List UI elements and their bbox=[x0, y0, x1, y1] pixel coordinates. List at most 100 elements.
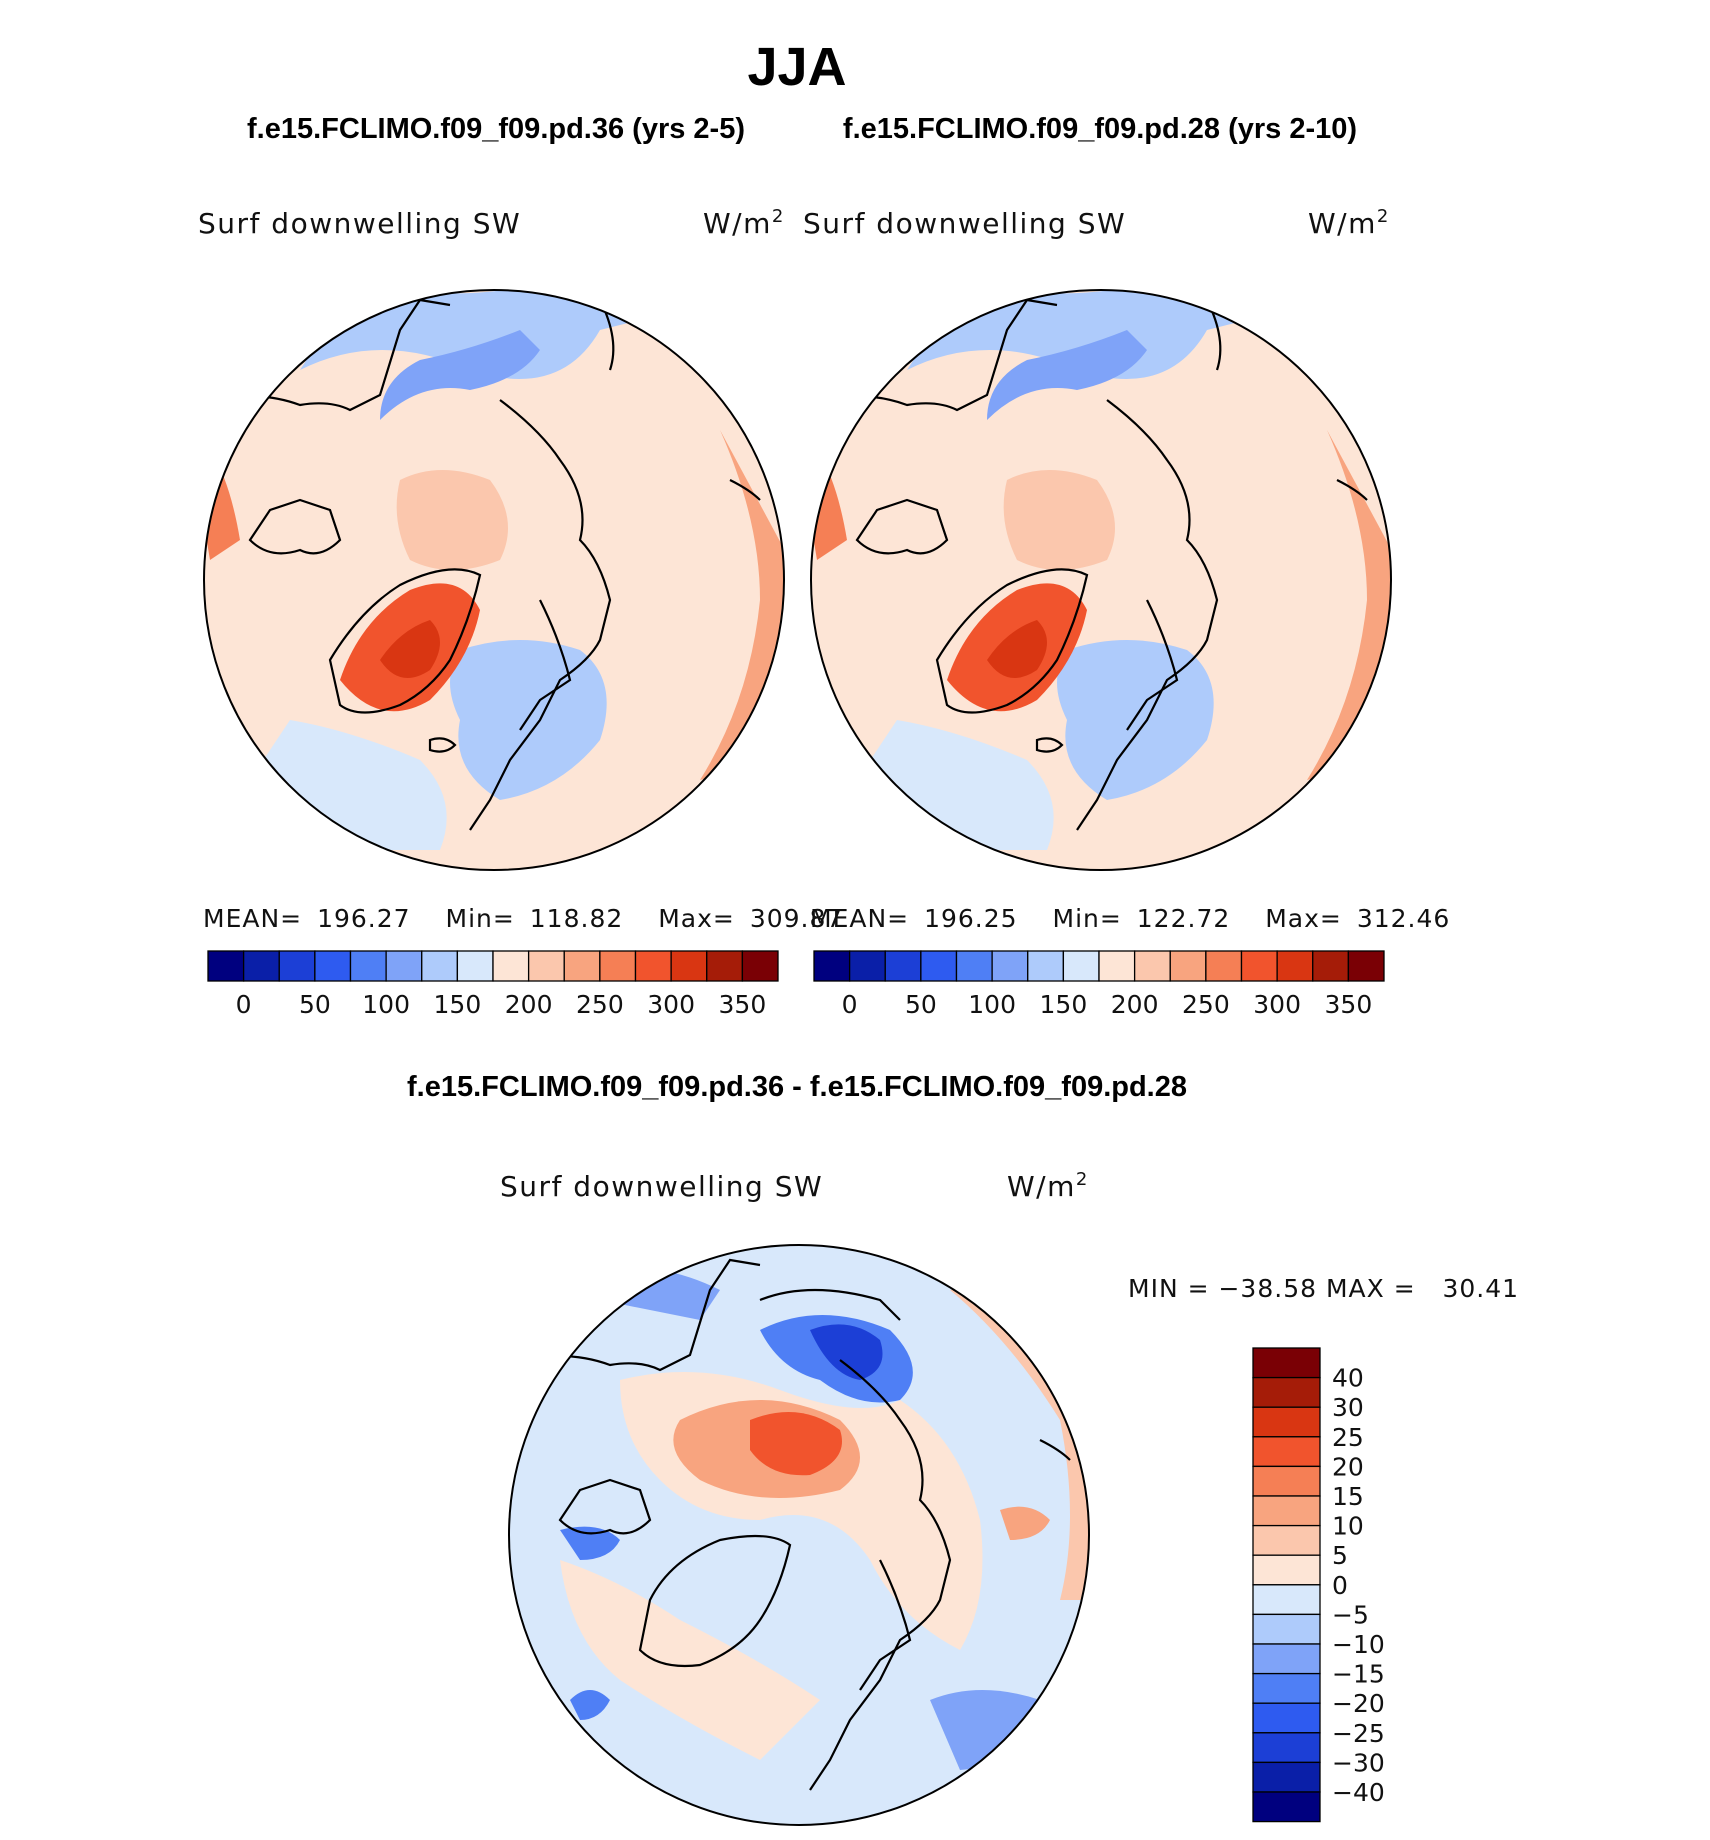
panel-a-colorbar-box-0 bbox=[207, 950, 245, 982]
panel-b-colorbar-box-7 bbox=[1062, 950, 1100, 982]
panel-a-colorbar-tick-label: 150 bbox=[434, 990, 482, 1019]
panel-b-mean-value: 196.25 bbox=[924, 904, 1017, 933]
panel-a-colorbar-box-13 bbox=[670, 950, 708, 982]
diff-field bbox=[560, 1260, 1089, 1770]
panel-b-map-background bbox=[811, 290, 1391, 870]
panel-b-colorbar-box-9 bbox=[1133, 950, 1171, 982]
diff-colorbar-box-8 bbox=[1252, 1584, 1321, 1616]
diff-minmax: MIN = −38.58 MAX = 30.41 bbox=[1128, 1274, 1519, 1303]
panel-a-map bbox=[203, 289, 785, 871]
panel-b-colorbar-box-8 bbox=[1098, 950, 1136, 982]
panel-b-colorbar-box-2 bbox=[884, 950, 922, 982]
panel-a-units-sup: 2 bbox=[772, 206, 785, 227]
diff-colorbar-box-4 bbox=[1252, 1465, 1321, 1497]
diff-colorbar-box-9 bbox=[1252, 1613, 1321, 1645]
panel-a-colorbar-tick-label: 250 bbox=[576, 990, 624, 1019]
diff-colorbar-tick-label: 40 bbox=[1332, 1364, 1364, 1393]
panel-a-map-background bbox=[204, 290, 784, 870]
diff-colorbar-tick-label: −30 bbox=[1332, 1748, 1385, 1777]
panel-b-variable: Surf downwelling SW bbox=[803, 207, 1126, 240]
panel-a-mean-value: 196.27 bbox=[317, 904, 410, 933]
panel-b-min-value: 122.72 bbox=[1137, 904, 1230, 933]
panel-a-colorbar-box-2 bbox=[278, 950, 316, 982]
panel-a-colorbar-box-8 bbox=[492, 950, 530, 982]
diff-colorbar-box-7 bbox=[1252, 1554, 1321, 1586]
panel-a-colorbar-box-14 bbox=[706, 950, 744, 982]
panel-b-colorbar-box-14 bbox=[1312, 950, 1350, 982]
panel-b-colorbar-box-11 bbox=[1205, 950, 1243, 982]
panel-a-units: W/m2 bbox=[703, 206, 785, 240]
diff-colorbar-tick-label: −20 bbox=[1332, 1689, 1385, 1718]
diff-colorbar-box-10 bbox=[1252, 1643, 1321, 1675]
panel-a-colorbar-tick-label: 350 bbox=[719, 990, 767, 1019]
diff-colorbar-tick-label: −5 bbox=[1332, 1600, 1369, 1629]
panel-a-max-label: Max= bbox=[658, 904, 735, 933]
panel-a-colorbar-tick-label: 50 bbox=[299, 990, 331, 1019]
panel-a-stats: MEAN= 196.27 Min= 118.82 Max= 309.87 bbox=[203, 904, 843, 933]
diff-units-base: W/m bbox=[1007, 1170, 1076, 1203]
panel-b-colorbar-tick-label: 0 bbox=[842, 990, 858, 1019]
diff-units: W/m2 bbox=[1007, 1169, 1089, 1203]
panel-a-variable: Surf downwelling SW bbox=[198, 207, 521, 240]
panel-b-colorbar-box-4 bbox=[955, 950, 993, 982]
panel-b-colorbar-tick-label: 250 bbox=[1182, 990, 1230, 1019]
diff-colorbar-box-2 bbox=[1252, 1406, 1321, 1438]
diff-title: f.e15.FCLIMO.f09_f09.pd.36 - f.e15.FCLIM… bbox=[407, 1071, 1187, 1103]
diff-colorbar-tick-label: 5 bbox=[1332, 1541, 1348, 1570]
panel-a-colorbar: 0 50 100 150 200 250 300 350 bbox=[207, 950, 779, 1019]
panel-a-units-base: W/m bbox=[703, 207, 772, 240]
diff-units-sup: 2 bbox=[1076, 1169, 1089, 1190]
panel-a-colorbar-box-5 bbox=[385, 950, 423, 982]
panel-b-units: W/m2 bbox=[1308, 206, 1390, 240]
panel-a-colorbar-box-4 bbox=[349, 950, 387, 982]
panel-b-case-title: f.e15.FCLIMO.f09_f09.pd.28 (yrs 2-10) bbox=[843, 113, 1357, 145]
diff-colorbar-box-15 bbox=[1252, 1791, 1321, 1823]
panel-b-colorbar: 0 50 100 150 200 250 300 350 bbox=[813, 950, 1385, 1019]
panel-a-map-border bbox=[203, 289, 785, 871]
diff-colorbar-tick-label: −15 bbox=[1332, 1660, 1385, 1689]
diff-colorbar-tick-label: 30 bbox=[1332, 1393, 1364, 1422]
diff-map bbox=[508, 1244, 1090, 1826]
panel-b-colorbar-box-12 bbox=[1240, 950, 1278, 982]
panel-b-max-value: 312.46 bbox=[1357, 904, 1450, 933]
panel-a-max-value: 309.87 bbox=[750, 904, 843, 933]
panel-b-colorbar-box-0 bbox=[813, 950, 851, 982]
panel-b-colorbar-tick-label: 200 bbox=[1111, 990, 1159, 1019]
panel-a-colorbar-tick-label: 300 bbox=[647, 990, 695, 1019]
diff-colorbar-box-3 bbox=[1252, 1436, 1321, 1468]
diff-colorbar-box-1 bbox=[1252, 1376, 1321, 1408]
panel-b-colorbar-box-15 bbox=[1347, 950, 1385, 982]
panel-b-min-label: Min= bbox=[1053, 904, 1122, 933]
diff-colorbar-box-12 bbox=[1252, 1702, 1321, 1734]
panel-a-colorbar-box-9 bbox=[527, 950, 565, 982]
panel-a-colorbar-box-7 bbox=[456, 950, 494, 982]
panel-a-colorbar-tick-label: 0 bbox=[236, 990, 252, 1019]
panel-b-mean-label: MEAN= bbox=[810, 904, 909, 933]
panel-a-colorbar-tick-label: 200 bbox=[505, 990, 553, 1019]
panel-b-colorbar-tick-label: 50 bbox=[905, 990, 937, 1019]
diff-colorbar-tick-label: 25 bbox=[1332, 1423, 1364, 1452]
diff-colorbar-box-5 bbox=[1252, 1495, 1321, 1527]
panel-b-colorbar-box-10 bbox=[1169, 950, 1207, 982]
panel-b-colorbar-box-6 bbox=[1027, 950, 1065, 982]
panel-b-colorbar-tick-label: 100 bbox=[968, 990, 1016, 1019]
panel-b-colorbar-tick-label: 150 bbox=[1040, 990, 1088, 1019]
panel-b-coastlines bbox=[816, 298, 1368, 831]
panel-a-colorbar-box-11 bbox=[599, 950, 637, 982]
diff-colorbar-box-13 bbox=[1252, 1732, 1321, 1764]
panel-b-colorbar-box-13 bbox=[1276, 950, 1314, 982]
diff-colorbar-box-6 bbox=[1252, 1524, 1321, 1556]
panel-b-colorbar-box-5 bbox=[991, 950, 1029, 982]
panel-a-colorbar-box-6 bbox=[421, 950, 459, 982]
panel-a-colorbar-box-10 bbox=[563, 950, 601, 982]
panel-a-colorbar-box-12 bbox=[634, 950, 672, 982]
panel-a-colorbar-box-15 bbox=[741, 950, 779, 982]
panel-b-colorbar-box-1 bbox=[848, 950, 886, 982]
panel-a-min-label: Min= bbox=[446, 904, 515, 933]
diff-colorbar-tick-label: −10 bbox=[1332, 1630, 1385, 1659]
panel-b-stats: MEAN= 196.25 Min= 122.72 Max= 312.46 bbox=[810, 904, 1450, 933]
figure-title: JJA bbox=[747, 37, 846, 97]
diff-colorbar-tick-label: 15 bbox=[1332, 1482, 1364, 1511]
